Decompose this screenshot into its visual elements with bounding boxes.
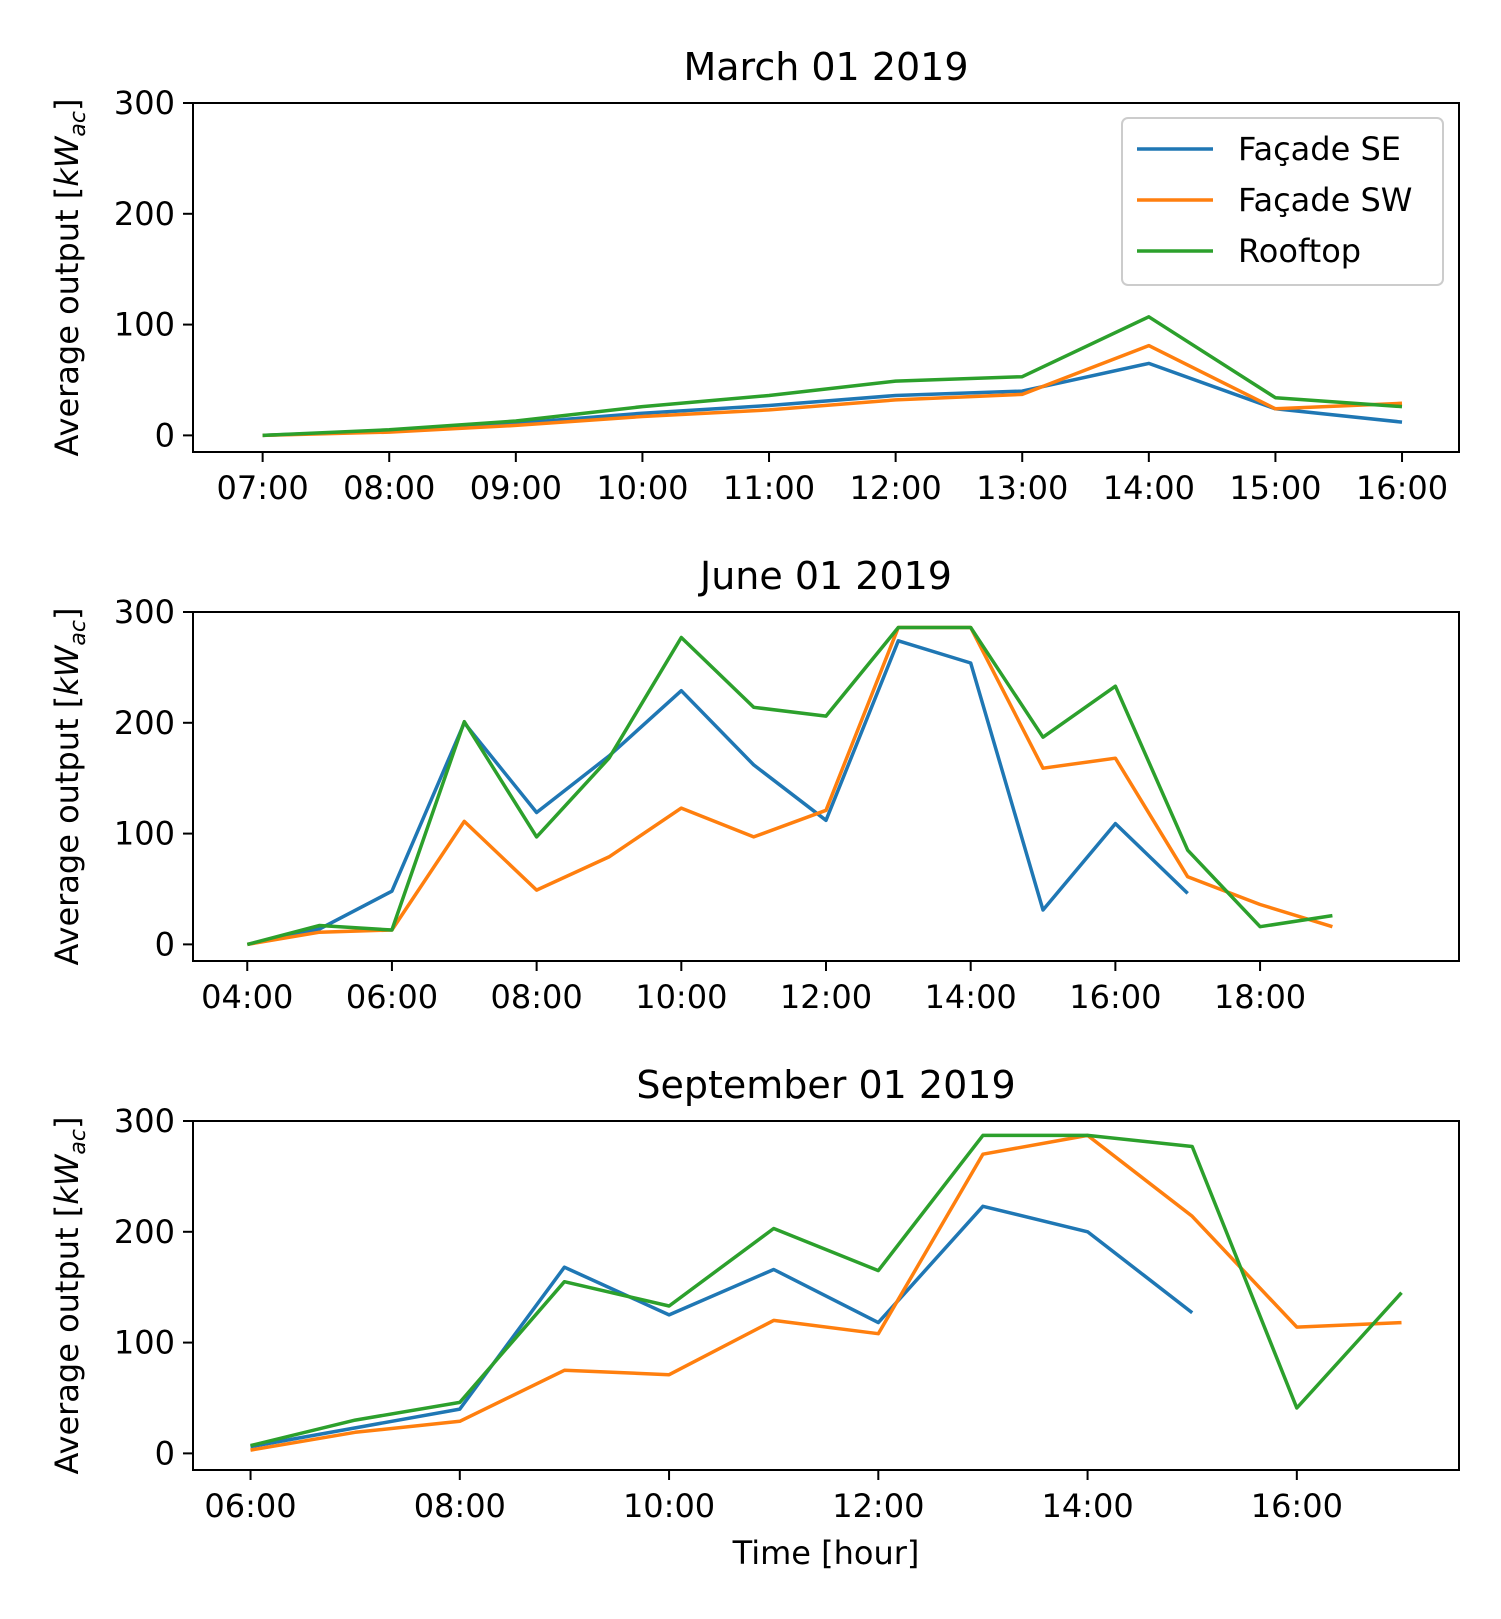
x-tick-label: 12:00 — [850, 469, 942, 507]
y-tick-label: 300 — [114, 1102, 175, 1140]
x-tick-label: 04:00 — [201, 978, 293, 1016]
legend-label: Façade SE — [1238, 130, 1401, 168]
y-axis-label: Average output [kWac] — [48, 98, 91, 456]
subplot-2: June 01 2019 0 100 200 300 04:00 06:00 08:00 10:… — [48, 554, 1460, 1016]
x-tick-label: 09:00 — [470, 469, 562, 507]
y-tick-label: 200 — [114, 1213, 175, 1251]
x-tick-label: 15:00 — [1229, 469, 1321, 507]
y-tick-label: 100 — [114, 1324, 175, 1362]
x-tick-label: 08:00 — [343, 469, 435, 507]
x-tick-label: 14:00 — [925, 978, 1017, 1016]
y-axis-label-sub: ac — [66, 111, 91, 137]
y-tick-label: 200 — [114, 704, 175, 742]
series-line-2 — [262, 343, 1403, 438]
plot-frame — [192, 102, 1460, 453]
x-tick-label: 12:00 — [780, 978, 872, 1016]
x-tick-label: 12:00 — [832, 1487, 924, 1525]
x-tick-label: 11:00 — [723, 469, 815, 507]
series-line-1 — [262, 361, 1403, 438]
x-tick-label: 06:00 — [204, 1487, 296, 1525]
x-tick-label: 08:00 — [491, 978, 583, 1016]
x-tick-label: 14:00 — [1041, 1487, 1133, 1525]
x-tick-label: 13:00 — [976, 469, 1068, 507]
series-line-3 — [250, 1133, 1403, 1448]
series-line-2 — [247, 625, 1333, 947]
x-axis-label: Time [hour] — [732, 1534, 920, 1572]
subplot-1: March 01 2019 0 100 200 300 07:00 08:00 09:00 10… — [48, 45, 1460, 507]
x-tick-label: 07:00 — [217, 469, 309, 507]
series-line-3 — [262, 315, 1403, 438]
legend-label: Rooftop — [1238, 232, 1361, 270]
y-tick-label: 0 — [155, 1434, 175, 1472]
x-tick-label: 16:00 — [1251, 1487, 1343, 1525]
x-tick-label: 10:00 — [623, 1487, 715, 1525]
y-axis-label-close: ] — [48, 1116, 86, 1128]
subplot-title: June 01 2019 — [698, 554, 952, 598]
y-axis-label-text: Average output [ — [48, 1205, 86, 1475]
y-axis-label-unit: kW — [48, 1153, 86, 1205]
x-tick-label: 08:00 — [414, 1487, 506, 1525]
x-tick-label: 10:00 — [635, 978, 727, 1016]
y-axis-label-text: Average output [ — [48, 696, 86, 966]
y-axis-label: Average output [kWac] — [48, 607, 91, 965]
x-tick-label: 06:00 — [346, 978, 438, 1016]
y-axis-label-unit: kW — [48, 135, 86, 187]
y-tick-label: 200 — [114, 195, 175, 233]
y-axis-label-close: ] — [48, 98, 86, 110]
series-line-1 — [246, 639, 1189, 947]
plot-frame — [192, 1120, 1460, 1471]
subplot-title: March 01 2019 — [683, 45, 968, 89]
x-tick-label: 16:00 — [1069, 978, 1161, 1016]
y-tick-label: 100 — [114, 815, 175, 853]
legend-frame — [1121, 117, 1444, 286]
x-tick-label: 14:00 — [1103, 469, 1195, 507]
x-tick-label: 18:00 — [1214, 978, 1306, 1016]
y-tick-label: 0 — [155, 416, 175, 454]
y-tick-label: 0 — [155, 925, 175, 963]
subplot-title: September 01 2019 — [636, 1063, 1015, 1107]
series-line-2 — [250, 1133, 1402, 1452]
y-axis-label-text: Average output [ — [48, 187, 86, 457]
y-tick-label: 300 — [114, 593, 175, 631]
x-tick-label: 10:00 — [596, 469, 688, 507]
legend: Façade SE Façade SW Rooftop — [1121, 117, 1444, 286]
x-tick-label: 16:00 — [1356, 469, 1448, 507]
y-axis-label-sub: ac — [66, 620, 91, 646]
y-axis-label: Average output [kWac] — [48, 1116, 91, 1474]
legend-label: Façade SW — [1238, 181, 1412, 219]
series-line-3 — [246, 625, 1333, 947]
y-axis-label-close: ] — [48, 607, 86, 619]
y-axis-label-sub: ac — [66, 1129, 91, 1155]
y-tick-label: 100 — [114, 306, 175, 344]
y-axis-label-unit: kW — [48, 644, 86, 696]
y-tick-label: 300 — [114, 84, 175, 122]
series-line-1 — [250, 1204, 1194, 1449]
subplot-3: September 01 2019 0 100 200 300 06:00 08:00 10:… — [48, 1063, 1460, 1572]
